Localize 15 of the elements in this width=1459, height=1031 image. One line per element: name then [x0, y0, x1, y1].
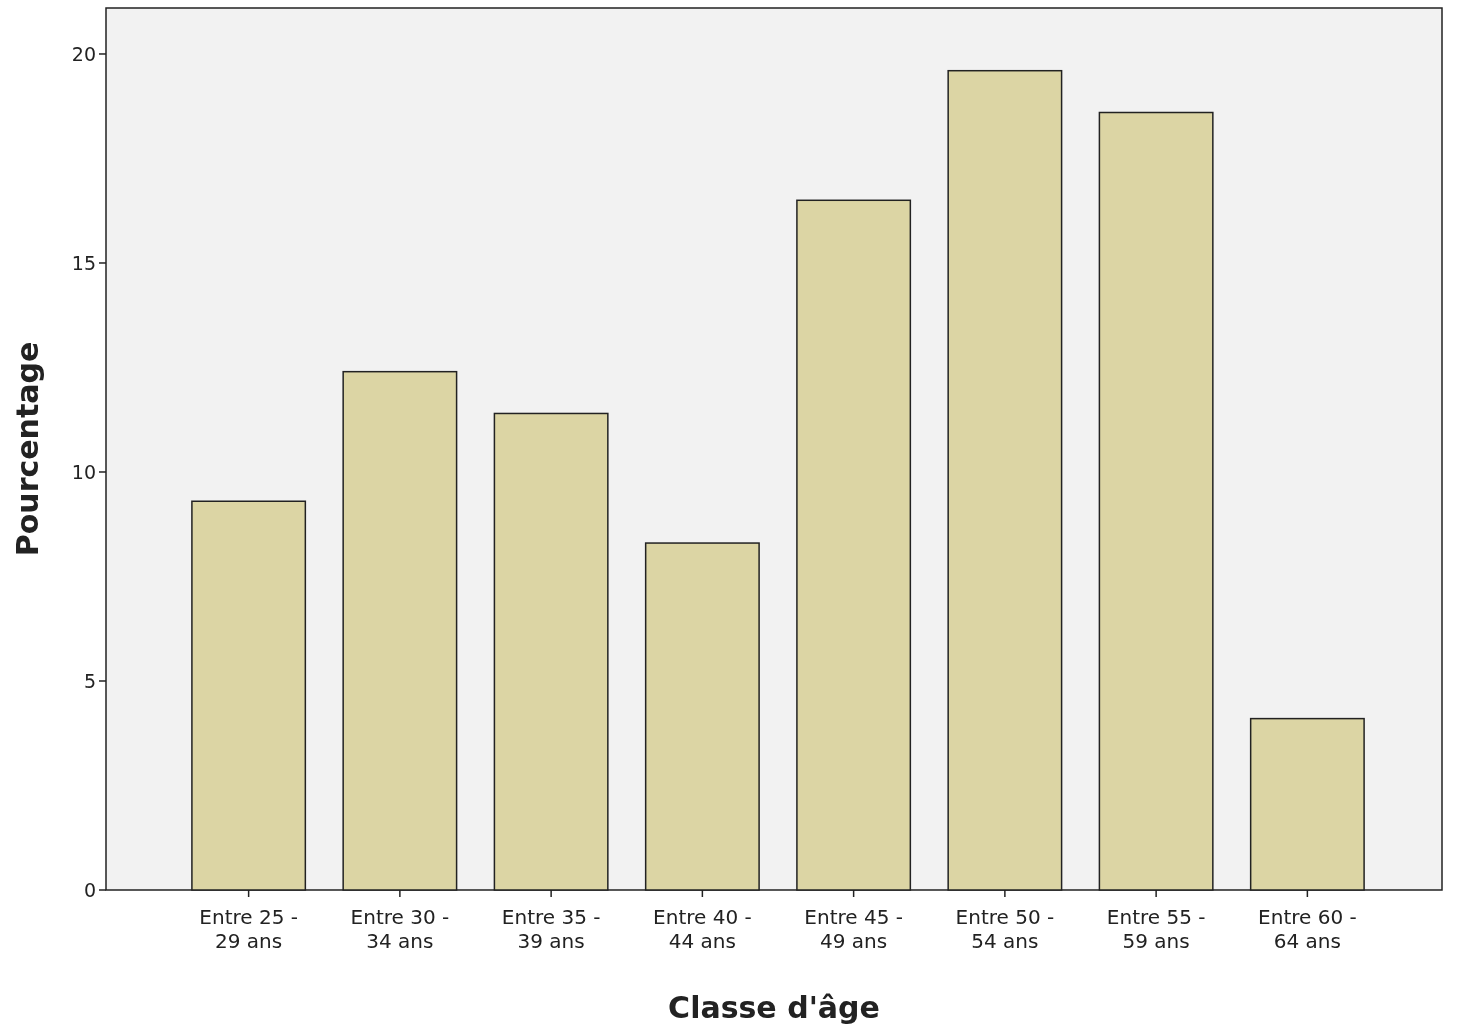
y-tick-label: 15 [71, 251, 96, 274]
y-axis-title: Pourcentage [10, 341, 45, 557]
x-tick-label: Entre 55 - 59 ans [1106, 905, 1206, 953]
y-tick-label: 20 [71, 42, 96, 65]
x-tick-label: Entre 60 - 64 ans [1258, 905, 1357, 953]
y-tick-label: 0 [83, 878, 96, 901]
y-tick-label: 10 [71, 460, 96, 483]
x-tick-label: Entre 40 - 44 ans [653, 905, 752, 953]
x-tick-label: Entre 50 - 54 ans [955, 905, 1055, 953]
y-tick-label: 5 [83, 669, 96, 692]
x-tick-label: Entre 30 - 34 ans [350, 905, 450, 953]
x-axis-title: Classe d'âge [668, 990, 880, 1025]
x-tick-label: Entre 35 - 39 ans [501, 905, 601, 953]
x-tick-label: Entre 45 - 49 ans [804, 905, 903, 953]
x-tick-label: Entre 25 - 29 ans [199, 905, 298, 953]
